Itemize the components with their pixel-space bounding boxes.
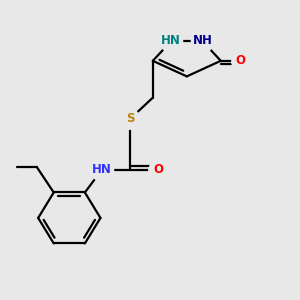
Text: HN: HN	[161, 34, 181, 47]
Text: NH: NH	[192, 34, 212, 47]
Text: O: O	[154, 163, 164, 176]
Text: S: S	[126, 112, 134, 125]
Text: HN: HN	[92, 163, 112, 176]
Text: O: O	[236, 54, 246, 67]
